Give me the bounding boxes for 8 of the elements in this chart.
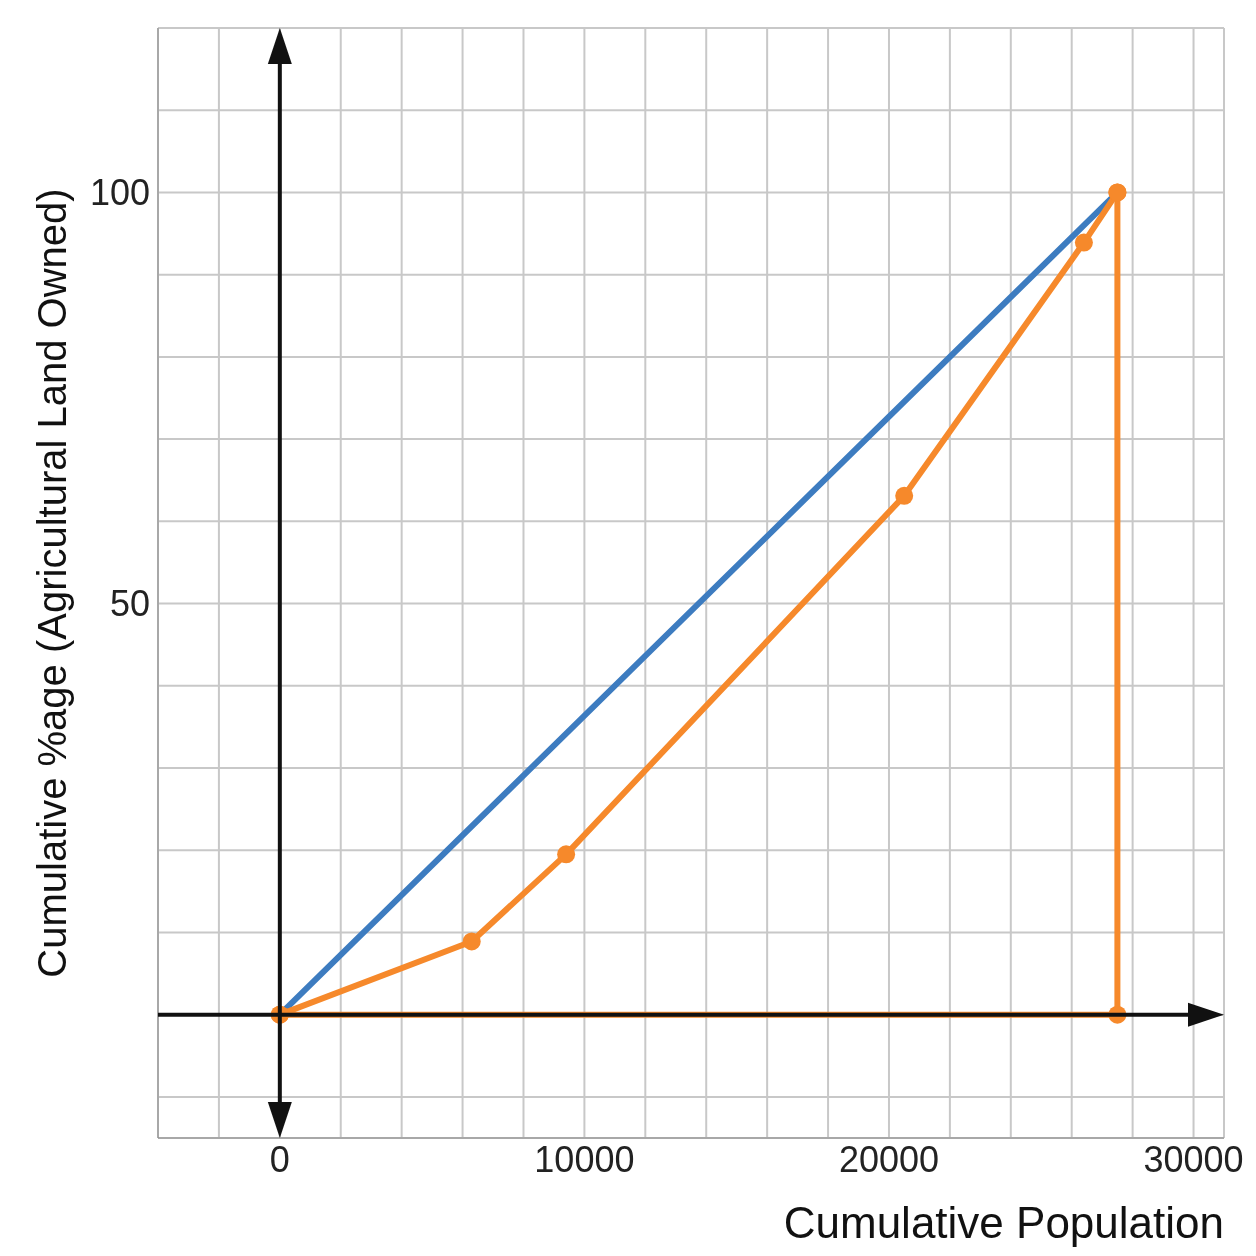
y-axis-title: Cumulative %age (Agricultural Land Owned) xyxy=(30,188,75,978)
y-tick-label: 100 xyxy=(89,172,150,214)
x-tick-label: 0 xyxy=(269,1138,290,1180)
x-tick-label: 10000 xyxy=(534,1138,635,1180)
x-axis-title: Cumulative Population xyxy=(783,1198,1224,1247)
x-tick-label: 20000 xyxy=(838,1138,940,1180)
x-tick-label: 30000 xyxy=(1143,1138,1244,1180)
y-tick-label: 50 xyxy=(109,583,150,625)
